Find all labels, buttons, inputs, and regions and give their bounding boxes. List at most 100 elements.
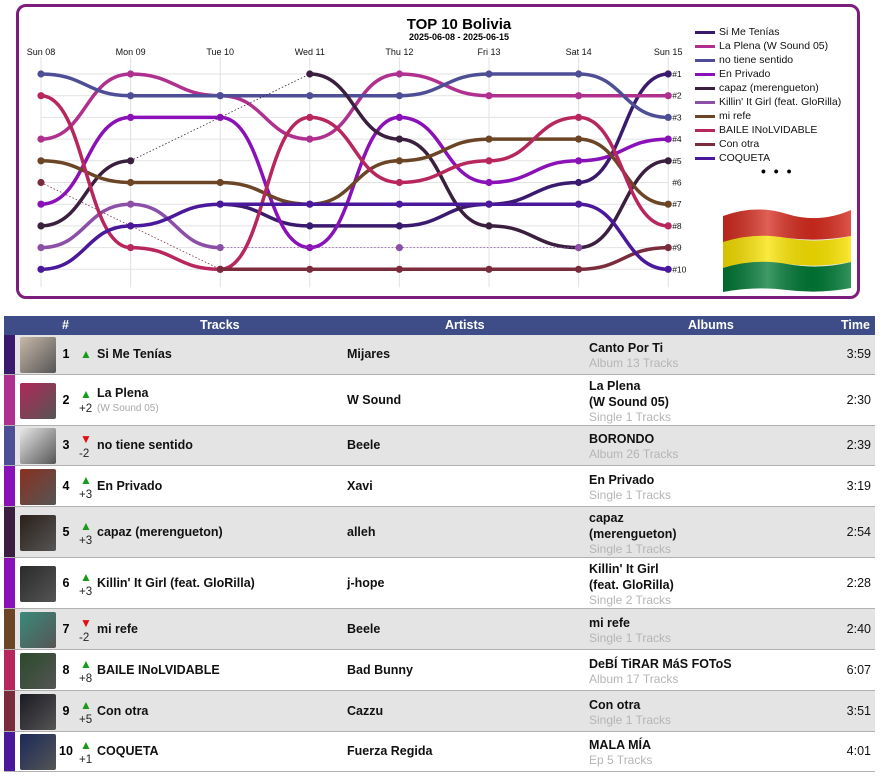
album-info: Single 1 Tracks — [589, 409, 672, 424]
legend-item[interactable]: no tiene sentido — [695, 53, 855, 67]
table-row[interactable]: 1 ▲ Si Me Tenías Mijares Canto Por Ti Album 1… — [4, 335, 875, 375]
table-row[interactable]: 5 ▲ +3 capaz (merengueton) alleh capaz (mereng… — [4, 507, 875, 558]
album-title: MALA MÍA — [589, 738, 652, 752]
series-point — [485, 70, 493, 78]
trend-up-icon: ▲ — [80, 347, 92, 361]
header-albums[interactable]: Albums — [688, 318, 734, 332]
track-duration: 3:51 — [846, 703, 871, 718]
legend-item[interactable]: Con otra — [695, 137, 855, 151]
legend-item[interactable]: BAILE INoLVIDABLE — [695, 123, 855, 137]
table-row[interactable]: 3 ▼ -2 no tiene sentido Beele BORONDO Album 26… — [4, 426, 875, 466]
rank-label: #2 — [672, 91, 682, 101]
trend-up-icon: ▲ — [80, 656, 92, 671]
legend-label: En Privado — [719, 68, 771, 80]
series-point — [37, 265, 45, 273]
album-cover-image — [20, 693, 56, 730]
series-point — [37, 92, 45, 100]
album-title: Con otra — [589, 697, 641, 712]
legend-item[interactable]: COQUETA — [695, 151, 855, 165]
table-row[interactable]: 6 ▲ +3 Killin' It Girl (feat. GloRilla) j-ho… — [4, 558, 875, 609]
album-info: Single 1 Tracks — [589, 487, 672, 502]
series-point — [395, 157, 403, 165]
legend-item[interactable]: Si Me Tenías — [695, 25, 855, 39]
header-rank[interactable]: # — [62, 318, 69, 332]
table-row[interactable]: 9 ▲ +5 Con otra Cazzu Con otra Single 1 Tracks… — [4, 691, 875, 732]
rank-number: 1 — [62, 347, 70, 361]
rank-label: #3 — [672, 112, 682, 122]
legend-item[interactable]: capaz (merengueton) — [695, 81, 855, 95]
album-cover-image — [20, 565, 56, 602]
legend-label: mi refe — [719, 110, 752, 122]
series-point — [306, 113, 314, 121]
series-point — [395, 113, 403, 121]
series-point — [575, 244, 583, 252]
series-point — [306, 265, 314, 273]
series-point — [37, 200, 45, 208]
legend-swatch — [695, 114, 715, 118]
series-point — [306, 135, 314, 143]
series-point — [575, 265, 583, 273]
album-cover-image — [20, 734, 56, 770]
trend-up-icon: ▲ — [80, 569, 92, 584]
artist-name: Mijares — [347, 347, 391, 361]
rank-change: +3 — [79, 534, 93, 547]
album-info: Single 1 Tracks — [589, 630, 672, 645]
artist-name: Xavi — [347, 478, 373, 493]
track-title: no tiene sentido — [97, 438, 193, 452]
trend-up-icon: ▲ — [80, 697, 92, 712]
header-tracks[interactable]: Tracks — [200, 318, 240, 332]
series-point — [485, 92, 493, 100]
series-point — [664, 200, 672, 208]
track-title: Killin' It Girl (feat. GloRilla) — [97, 575, 255, 590]
header-time[interactable]: Time — [841, 318, 870, 332]
legend-label: Killin' It Girl (feat. GloRilla) — [719, 96, 842, 108]
rank-label: #6 — [672, 178, 682, 188]
series-point — [575, 92, 583, 100]
track-title: Si Me Tenías — [97, 347, 172, 361]
series-point — [127, 92, 135, 100]
track-title: En Privado — [97, 478, 163, 493]
legend-more-indicator[interactable]: • • • — [761, 163, 794, 179]
rank-number: 10 — [59, 744, 73, 758]
legend-item[interactable]: Killin' It Girl (feat. GloRilla) — [695, 95, 855, 109]
table-row[interactable]: 2 ▲ +2 La Plena (W Sound 05) W Sound La Plena(… — [4, 375, 875, 426]
legend-label: Con otra — [719, 138, 760, 150]
x-tick-label: Fri 13 — [477, 47, 500, 57]
album-title: mi refe — [589, 615, 630, 630]
album-title: capaz — [589, 510, 624, 525]
table-row[interactable]: 8 ▲ +8 BAILE INoLVIDABLE Bad Bunny DeBÍ TiRAR… — [4, 650, 875, 691]
legend-label: La Plena (W Sound 05) — [719, 40, 829, 52]
x-tick-label: Mon 09 — [116, 47, 146, 57]
track-title: BAILE INoLVIDABLE — [97, 662, 220, 677]
series-point — [216, 265, 224, 273]
legend-item[interactable]: mi refe — [695, 109, 855, 123]
row-color-stripe — [4, 691, 15, 731]
series-point — [127, 113, 135, 121]
legend-item[interactable]: En Privado — [695, 67, 855, 81]
legend-label: capaz (merengueton) — [719, 82, 819, 94]
table-row[interactable]: 7 ▼ -2 mi refe Beele mi refe Single 1 Tracks 2:… — [4, 609, 875, 650]
rank-change: +2 — [79, 402, 93, 415]
rank-change: -2 — [79, 448, 90, 460]
series-point — [37, 178, 45, 187]
table-row[interactable]: 4 ▲ +3 En Privado Xavi En Privado Single 1 Tra… — [4, 466, 875, 507]
rank-label: #4 — [672, 134, 682, 144]
legend-item[interactable]: La Plena (W Sound 05) — [695, 39, 855, 53]
x-tick-label: Thu 12 — [385, 47, 413, 57]
table-row[interactable]: 10 ▲ +1 COQUETA Fuerza Regida MALA MÍA Ep 5 Tr… — [4, 732, 875, 772]
series-point — [395, 70, 403, 78]
legend-swatch — [695, 128, 715, 132]
rank-number: 3 — [62, 438, 70, 452]
track-duration: 2:54 — [846, 524, 871, 539]
rank-change: +8 — [79, 672, 93, 685]
header-artists[interactable]: Artists — [445, 318, 485, 332]
series-point — [127, 178, 135, 187]
chart-legend: Si Me Tenías La Plena (W Sound 05) no tien… — [695, 25, 855, 179]
album-title: Killin' It Girl — [589, 561, 659, 576]
series-point — [127, 244, 135, 252]
legend-swatch — [695, 142, 715, 146]
legend-swatch — [695, 86, 715, 90]
artist-name: Cazzu — [347, 703, 384, 718]
series-gap-line — [130, 73, 310, 162]
rank-label: #7 — [672, 199, 682, 209]
